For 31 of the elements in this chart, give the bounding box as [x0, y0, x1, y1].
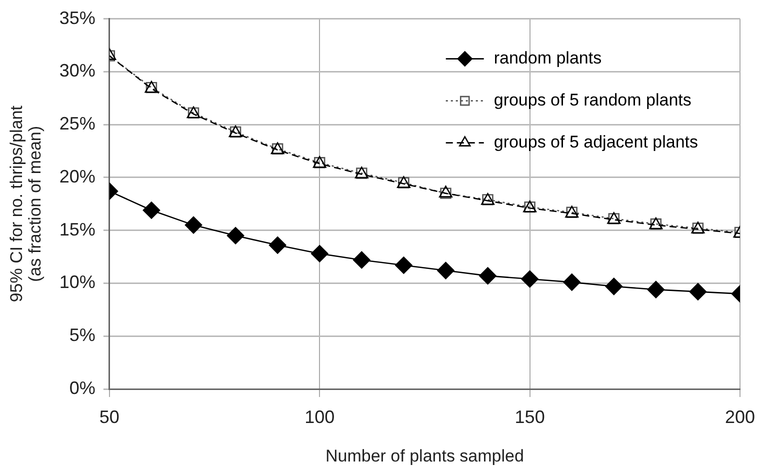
x-tick-label: 50 [99, 406, 120, 427]
x-axis-title: Number of plants sampled [325, 446, 524, 466]
y-tick-label: 0% [69, 378, 96, 398]
legend-label: groups of 5 random plants [494, 90, 692, 110]
y-tick-label: 10% [59, 272, 96, 292]
point [479, 267, 496, 284]
x-tick-label: 100 [304, 406, 335, 427]
y-tick-label: 35% [59, 8, 96, 28]
point [395, 256, 412, 274]
point [184, 216, 202, 234]
y-tick-label: 25% [59, 114, 96, 134]
y-tick-label: 20% [59, 166, 96, 186]
y-tick-label: 15% [59, 219, 96, 240]
y-tick-label: 5% [69, 325, 96, 346]
point [226, 226, 244, 244]
point [647, 280, 665, 298]
point [605, 278, 623, 296]
point [268, 236, 286, 254]
legend-label: random plants [494, 48, 602, 68]
point [310, 244, 328, 262]
point [563, 274, 580, 291]
x-tick-label: 150 [514, 406, 545, 427]
x-tick-label: 200 [724, 406, 756, 427]
point [689, 283, 707, 300]
point [437, 262, 454, 280]
point [521, 270, 538, 288]
legend-label: groups of 5 adjacent plants [494, 132, 698, 152]
y-axis-title: 95% CI for no. thrips/plant (as fraction of mean) [7, 105, 45, 302]
point [142, 202, 160, 219]
point [353, 251, 370, 269]
y-tick-label: 30% [59, 60, 96, 81]
